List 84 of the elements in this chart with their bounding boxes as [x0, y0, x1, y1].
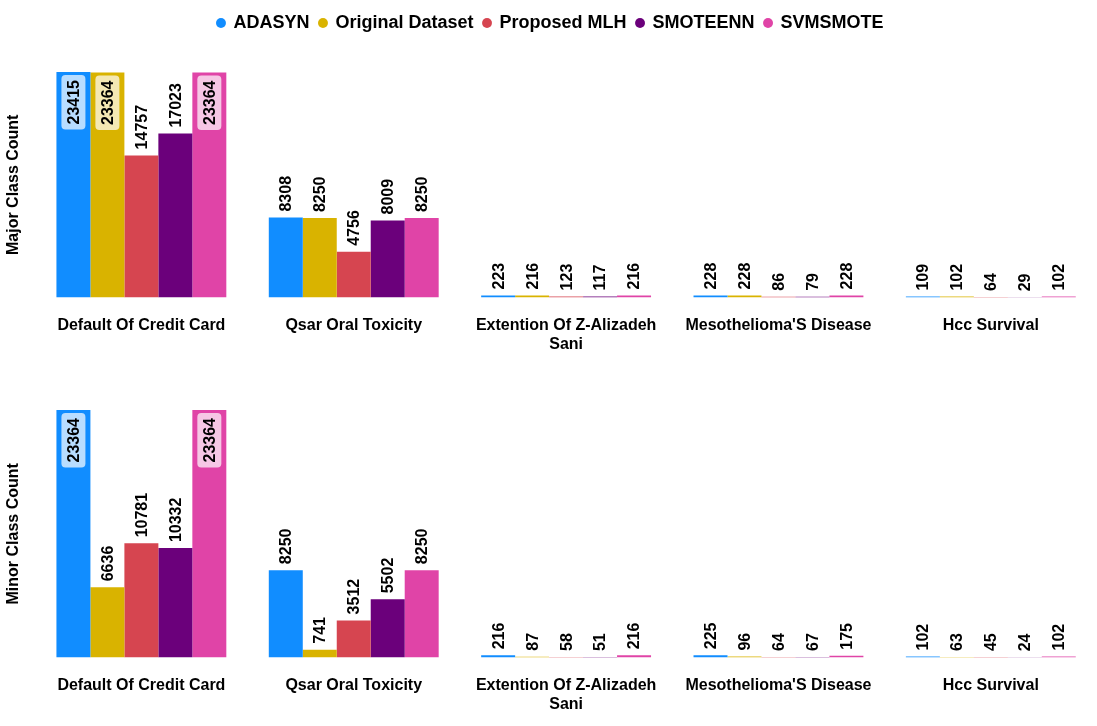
bar	[124, 543, 159, 658]
x-tick-label: Default Of Credit Card	[57, 675, 226, 693]
bar	[158, 548, 193, 658]
legend-label: Original Dataset	[335, 11, 474, 32]
y-axis-title: Minor Class Count	[4, 462, 22, 605]
data-label: 8250	[311, 176, 329, 213]
data-label: 14757	[132, 104, 150, 150]
data-label: 228	[701, 262, 719, 290]
data-label: 64	[982, 273, 1000, 291]
data-label: 24	[1016, 633, 1034, 652]
data-label: 23364	[200, 80, 218, 125]
data-label: 29	[1016, 273, 1034, 292]
x-tick-label: Hcc Survival	[942, 315, 1039, 333]
data-label: 225	[701, 622, 719, 650]
data-label: 23364	[98, 80, 116, 125]
data-label: 10332	[166, 497, 184, 543]
data-label: 102	[1050, 623, 1068, 651]
data-label: 175	[837, 622, 855, 650]
legend-label: ADASYN	[233, 11, 310, 32]
data-label: 8308	[277, 175, 295, 212]
data-label: 45	[982, 633, 1000, 652]
data-label: 87	[523, 632, 541, 651]
x-tick-label: Qsar Oral Toxicity	[285, 315, 423, 333]
bar	[336, 620, 371, 658]
y-axis-title: Major Class Count	[4, 113, 22, 256]
bar	[404, 570, 439, 658]
data-label: 8250	[277, 528, 295, 565]
data-label: 96	[735, 632, 753, 651]
data-label: 23364	[200, 417, 218, 463]
data-label: 3512	[345, 578, 363, 615]
data-label: 123	[557, 263, 575, 291]
data-label: 51	[591, 633, 609, 652]
data-label: 228	[735, 262, 753, 290]
x-tick-label: Default Of Credit Card	[57, 315, 226, 333]
data-label: 741	[311, 616, 329, 644]
bar	[124, 155, 159, 298]
x-tick-label: Extention Of Z-Alizadeh Sani	[475, 315, 657, 352]
data-label: 216	[625, 262, 643, 290]
data-label: 23415	[64, 79, 82, 125]
x-tick-label: Extention Of Z-Alizadeh Sani	[475, 675, 657, 712]
data-label: 8250	[413, 176, 431, 213]
legend-label: Proposed MLH	[499, 11, 627, 32]
data-label: 216	[523, 262, 541, 290]
data-label: 63	[948, 633, 966, 651]
x-tick-label: Mesothelioma'S Disease	[685, 315, 872, 333]
data-label: 5502	[379, 557, 397, 594]
data-label: 67	[803, 632, 821, 651]
bar	[336, 251, 371, 298]
bar	[90, 587, 125, 658]
data-label: 8009	[379, 178, 397, 215]
data-label: 102	[1050, 263, 1068, 291]
bar	[404, 218, 439, 298]
data-label: 86	[769, 272, 787, 291]
bar	[302, 218, 337, 298]
bar	[268, 570, 303, 658]
legend-label: SMOTEENN	[652, 11, 755, 32]
data-label: 102	[914, 623, 932, 651]
x-tick-label: Qsar Oral Toxicity	[285, 675, 423, 693]
data-label: 17023	[166, 82, 184, 128]
data-label: 228	[837, 262, 855, 290]
data-label: 6636	[98, 545, 116, 582]
data-label: 64	[769, 633, 787, 651]
data-label: 117	[591, 264, 609, 291]
bar	[370, 220, 405, 298]
bar	[268, 217, 303, 298]
data-label: 216	[489, 622, 507, 650]
data-label: 58	[557, 633, 575, 651]
bar	[158, 133, 193, 298]
data-label: 8250	[413, 528, 431, 565]
x-tick-label: Mesothelioma'S Disease	[685, 675, 872, 693]
bar	[829, 295, 864, 298]
data-label: 23364	[64, 417, 82, 463]
data-label: 79	[803, 272, 821, 291]
data-label: 10781	[132, 492, 150, 538]
bar	[481, 295, 516, 298]
data-label: 4756	[345, 210, 363, 246]
bar	[727, 295, 762, 298]
data-label: 216	[625, 622, 643, 650]
legend-label: SVMSMOTE	[780, 11, 884, 32]
bar	[370, 599, 405, 658]
data-label: 223	[489, 262, 507, 290]
data-label: 102	[948, 263, 966, 291]
x-tick-label: Hcc Survival	[942, 675, 1039, 693]
data-label: 109	[914, 263, 932, 291]
